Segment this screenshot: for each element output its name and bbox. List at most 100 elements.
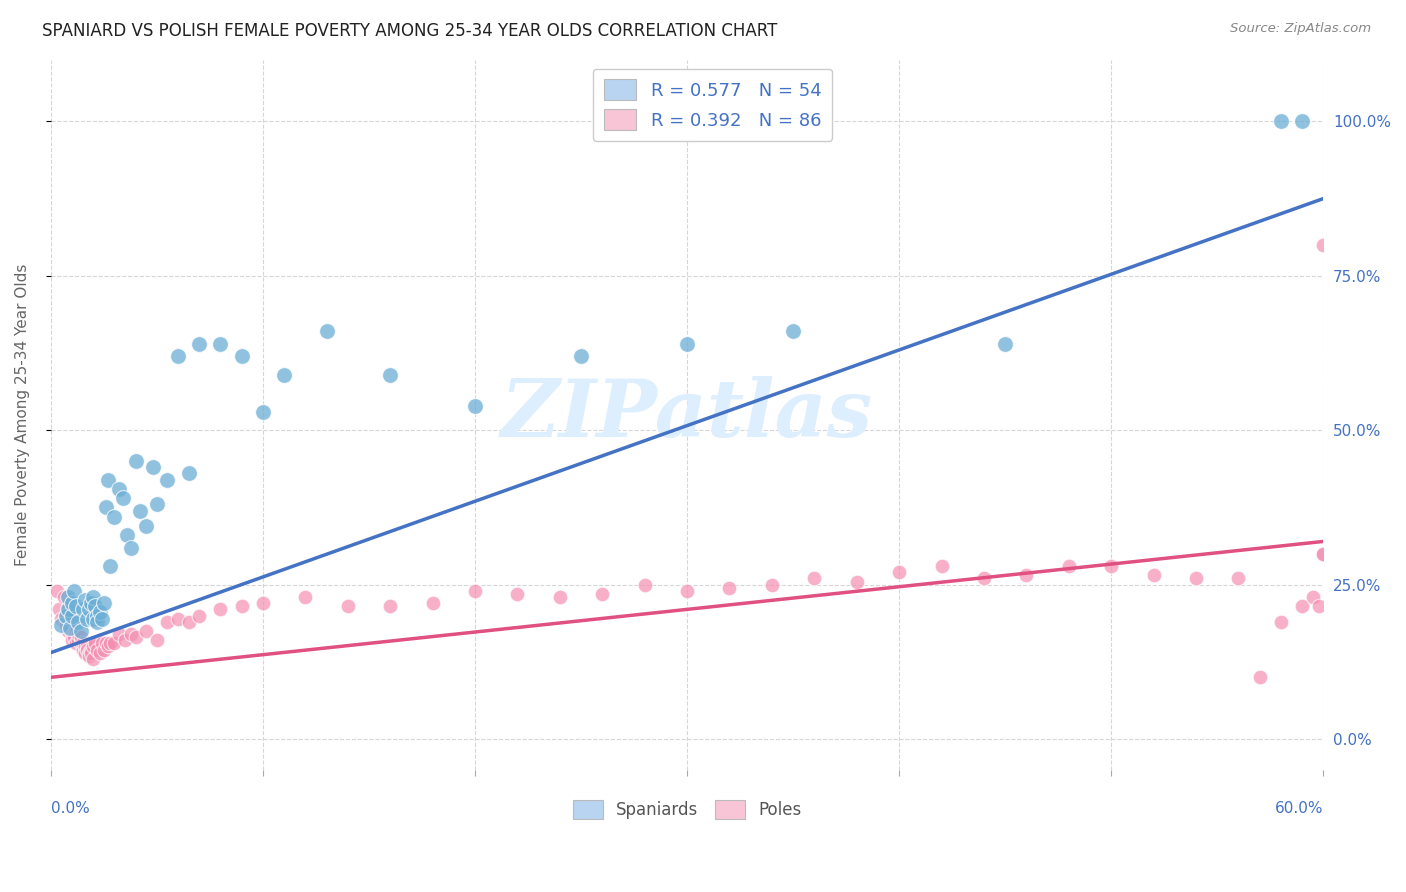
- Point: [464, 399, 486, 413]
- Point: [90, 636, 112, 650]
- Point: [1270, 615, 1292, 629]
- Point: [73, 640, 96, 654]
- Point: [422, 596, 444, 610]
- Text: 0.0%: 0.0%: [51, 800, 90, 815]
- Text: Source: ZipAtlas.com: Source: ZipAtlas.com: [1230, 22, 1371, 36]
- Point: [73, 593, 96, 607]
- Point: [93, 642, 115, 657]
- Point: [114, 633, 136, 648]
- Point: [115, 528, 138, 542]
- Point: [135, 519, 157, 533]
- Point: [60, 621, 83, 635]
- Point: [1270, 114, 1292, 128]
- Point: [63, 583, 86, 598]
- Point: [82, 652, 104, 666]
- Point: [1312, 547, 1334, 561]
- Point: [1312, 238, 1334, 252]
- Point: [336, 599, 359, 614]
- Point: [60, 608, 83, 623]
- Point: [69, 624, 91, 638]
- Point: [782, 325, 804, 339]
- Point: [676, 583, 699, 598]
- Point: [72, 636, 94, 650]
- Point: [1249, 670, 1271, 684]
- Point: [98, 636, 121, 650]
- Point: [72, 642, 94, 657]
- Point: [84, 636, 107, 650]
- Point: [65, 624, 87, 638]
- Point: [76, 612, 98, 626]
- Point: [177, 467, 200, 481]
- Point: [56, 602, 79, 616]
- Point: [845, 574, 868, 589]
- Point: [931, 559, 953, 574]
- Point: [89, 646, 111, 660]
- Point: [76, 640, 98, 654]
- Point: [48, 602, 70, 616]
- Point: [1308, 599, 1330, 614]
- Point: [94, 636, 117, 650]
- Point: [80, 646, 103, 660]
- Point: [135, 624, 157, 638]
- Point: [52, 590, 75, 604]
- Point: [56, 624, 79, 638]
- Point: [188, 608, 211, 623]
- Point: [973, 572, 995, 586]
- Point: [188, 336, 211, 351]
- Point: [63, 617, 86, 632]
- Point: [69, 630, 91, 644]
- Point: [56, 602, 79, 616]
- Point: [718, 581, 741, 595]
- Text: 60.0%: 60.0%: [1275, 800, 1323, 815]
- Point: [76, 642, 98, 657]
- Point: [506, 587, 529, 601]
- Point: [803, 572, 825, 586]
- Point: [548, 590, 571, 604]
- Point: [252, 405, 274, 419]
- Point: [231, 599, 253, 614]
- Point: [994, 336, 1017, 351]
- Point: [89, 606, 111, 620]
- Point: [72, 602, 94, 616]
- Point: [464, 583, 486, 598]
- Point: [1291, 114, 1313, 128]
- Point: [1312, 547, 1334, 561]
- Point: [82, 612, 104, 626]
- Point: [209, 336, 232, 351]
- Point: [252, 596, 274, 610]
- Point: [69, 636, 91, 650]
- Point: [86, 642, 108, 657]
- Point: [167, 349, 190, 363]
- Point: [120, 627, 142, 641]
- Point: [55, 608, 77, 623]
- Point: [77, 648, 100, 663]
- Point: [73, 646, 96, 660]
- Point: [111, 491, 134, 506]
- Point: [59, 615, 82, 629]
- Point: [1185, 572, 1208, 586]
- Point: [82, 590, 104, 604]
- Point: [93, 596, 115, 610]
- Point: [124, 630, 146, 644]
- Point: [569, 349, 592, 363]
- Point: [124, 454, 146, 468]
- Point: [84, 599, 107, 614]
- Point: [90, 612, 112, 626]
- Point: [67, 633, 90, 648]
- Point: [97, 473, 120, 487]
- Point: [59, 608, 82, 623]
- Point: [86, 608, 108, 623]
- Point: [98, 559, 121, 574]
- Point: [1142, 568, 1164, 582]
- Point: [80, 642, 103, 657]
- Point: [120, 541, 142, 555]
- Legend: Spaniards, Poles: Spaniards, Poles: [567, 793, 808, 826]
- Point: [60, 627, 83, 641]
- Point: [146, 633, 169, 648]
- Point: [146, 497, 169, 511]
- Point: [273, 368, 295, 382]
- Point: [55, 617, 77, 632]
- Point: [1227, 572, 1250, 586]
- Point: [82, 640, 104, 654]
- Point: [887, 566, 910, 580]
